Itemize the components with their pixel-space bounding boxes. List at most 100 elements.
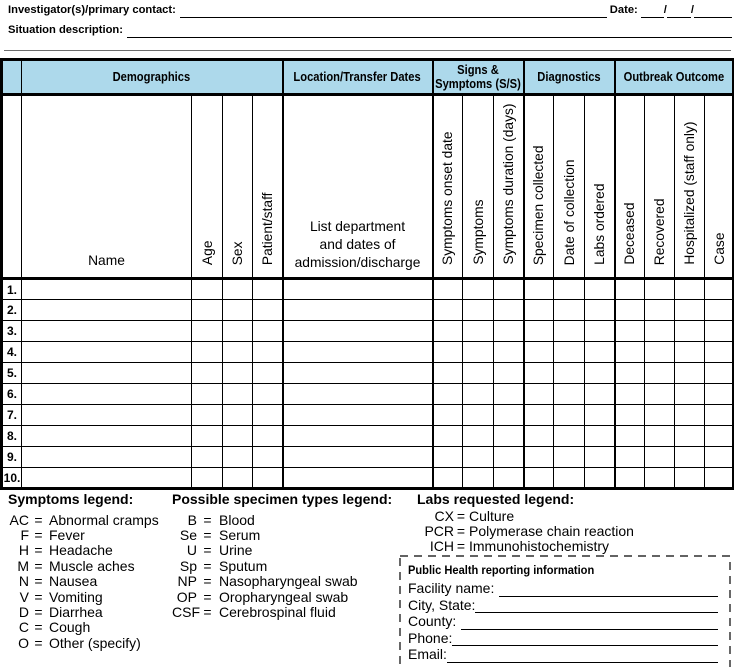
situation-blank-line[interactable] xyxy=(126,21,732,38)
table-cell[interactable] xyxy=(191,383,223,405)
table-cell[interactable] xyxy=(674,467,706,489)
table-cell[interactable] xyxy=(431,446,463,468)
table-cell[interactable] xyxy=(191,425,223,447)
table-cell[interactable] xyxy=(462,278,494,300)
table-cell[interactable] xyxy=(222,383,253,405)
table-cell[interactable] xyxy=(462,299,494,321)
table-cell[interactable] xyxy=(644,404,676,426)
table-cell[interactable] xyxy=(492,320,525,342)
table-cell[interactable] xyxy=(21,446,192,468)
table-cell[interactable] xyxy=(522,383,555,405)
table-cell[interactable] xyxy=(191,404,223,426)
table-cell[interactable] xyxy=(462,467,494,489)
table-cell[interactable] xyxy=(281,383,433,405)
table-cell[interactable] xyxy=(584,467,616,489)
table-cell[interactable] xyxy=(553,362,586,384)
table-cell[interactable] xyxy=(644,341,676,363)
table-cell[interactable] xyxy=(553,278,586,300)
table-cell[interactable] xyxy=(522,467,555,489)
table-cell[interactable] xyxy=(222,425,253,447)
table-cell[interactable] xyxy=(222,278,253,300)
table-cell[interactable] xyxy=(492,425,525,447)
table-cell[interactable] xyxy=(281,320,433,342)
table-cell[interactable] xyxy=(553,404,586,426)
table-cell[interactable] xyxy=(462,320,494,342)
table-cell[interactable] xyxy=(431,425,463,447)
table-cell[interactable] xyxy=(613,446,646,468)
table-cell[interactable] xyxy=(522,320,555,342)
table-cell[interactable] xyxy=(704,362,734,384)
table-cell[interactable] xyxy=(553,341,586,363)
date-day-blank[interactable] xyxy=(666,1,691,18)
table-cell[interactable] xyxy=(644,278,676,300)
table-cell[interactable] xyxy=(674,425,706,447)
table-cell[interactable] xyxy=(613,278,646,300)
table-cell[interactable] xyxy=(191,446,223,468)
table-cell[interactable] xyxy=(522,278,555,300)
table-cell[interactable] xyxy=(492,341,525,363)
table-cell[interactable] xyxy=(584,320,616,342)
table-cell[interactable] xyxy=(553,299,586,321)
table-cell[interactable] xyxy=(281,362,433,384)
table-cell[interactable] xyxy=(281,341,433,363)
table-cell[interactable] xyxy=(281,404,433,426)
table-cell[interactable] xyxy=(191,278,223,300)
table-cell[interactable] xyxy=(613,467,646,489)
table-cell[interactable] xyxy=(553,383,586,405)
table-cell[interactable] xyxy=(674,383,706,405)
table-cell[interactable] xyxy=(644,446,676,468)
table-cell[interactable] xyxy=(644,467,676,489)
table-cell[interactable] xyxy=(584,383,616,405)
table-cell[interactable] xyxy=(644,299,676,321)
table-cell[interactable] xyxy=(21,320,192,342)
table-cell[interactable] xyxy=(281,467,433,489)
table-cell[interactable] xyxy=(21,467,192,489)
table-cell[interactable] xyxy=(431,299,463,321)
table-cell[interactable] xyxy=(613,341,646,363)
table-cell[interactable] xyxy=(704,383,734,405)
table-cell[interactable] xyxy=(431,278,463,300)
table-cell[interactable] xyxy=(252,404,283,426)
table-cell[interactable] xyxy=(281,278,433,300)
table-cell[interactable] xyxy=(21,278,192,300)
table-cell[interactable] xyxy=(492,299,525,321)
table-cell[interactable] xyxy=(674,446,706,468)
table-cell[interactable] xyxy=(522,341,555,363)
date-year-blank[interactable] xyxy=(694,1,732,18)
table-cell[interactable] xyxy=(222,446,253,468)
table-cell[interactable] xyxy=(462,425,494,447)
table-cell[interactable] xyxy=(522,425,555,447)
table-cell[interactable] xyxy=(613,362,646,384)
table-cell[interactable] xyxy=(431,383,463,405)
table-cell[interactable] xyxy=(21,404,192,426)
reporting-field-blank[interactable] xyxy=(461,614,718,630)
table-cell[interactable] xyxy=(704,446,734,468)
table-cell[interactable] xyxy=(191,362,223,384)
table-cell[interactable] xyxy=(21,341,192,363)
table-cell[interactable] xyxy=(222,299,253,321)
table-cell[interactable] xyxy=(704,467,734,489)
table-cell[interactable] xyxy=(462,362,494,384)
table-cell[interactable] xyxy=(704,404,734,426)
table-cell[interactable] xyxy=(644,383,676,405)
table-cell[interactable] xyxy=(252,467,283,489)
table-cell[interactable] xyxy=(21,383,192,405)
table-cell[interactable] xyxy=(704,320,734,342)
table-cell[interactable] xyxy=(492,446,525,468)
table-cell[interactable] xyxy=(191,341,223,363)
table-cell[interactable] xyxy=(21,299,192,321)
table-cell[interactable] xyxy=(281,299,433,321)
table-cell[interactable] xyxy=(191,299,223,321)
table-cell[interactable] xyxy=(191,467,223,489)
reporting-field-blank[interactable] xyxy=(452,630,718,647)
table-cell[interactable] xyxy=(553,446,586,468)
table-cell[interactable] xyxy=(222,467,253,489)
table-cell[interactable] xyxy=(252,278,283,300)
table-cell[interactable] xyxy=(613,404,646,426)
reporting-field-blank[interactable] xyxy=(475,597,718,614)
table-cell[interactable] xyxy=(522,362,555,384)
table-cell[interactable] xyxy=(553,320,586,342)
table-cell[interactable] xyxy=(522,404,555,426)
table-cell[interactable] xyxy=(252,425,283,447)
table-cell[interactable] xyxy=(704,299,734,321)
